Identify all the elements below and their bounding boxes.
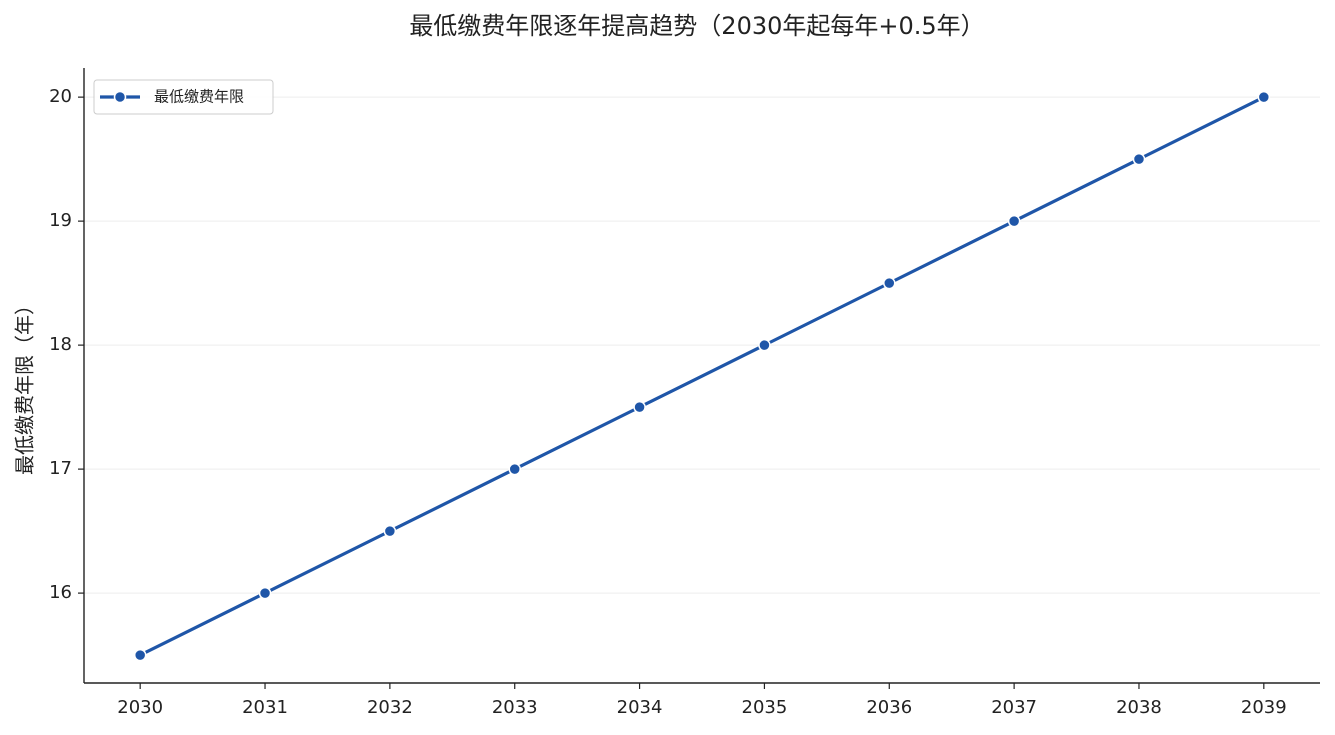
x-tick-label: 2038: [1116, 697, 1162, 718]
y-tick-label: 19: [49, 210, 72, 231]
data-point: [1257, 90, 1271, 104]
x-tick-label: 2030: [117, 697, 163, 718]
y-tick-label: 20: [49, 86, 72, 107]
data-point: [1132, 152, 1146, 166]
data-point: [758, 338, 771, 352]
data-point: [508, 462, 521, 476]
data-point: [258, 586, 272, 600]
y-axis-label: 最低缴费年限（年）: [13, 295, 37, 475]
x-tick-label: 2033: [492, 697, 538, 718]
data-point: [633, 400, 646, 414]
x-tick-label: 2031: [242, 697, 288, 718]
data-point: [133, 648, 147, 662]
legend-marker: [113, 90, 127, 104]
data-point: [383, 524, 397, 538]
x-tick-label: 2037: [991, 697, 1037, 718]
legend-box: [93, 79, 274, 115]
data-point: [1007, 214, 1021, 228]
data-point: [883, 276, 896, 290]
x-tick-label: 2036: [866, 697, 912, 718]
legend-label: 最低缴费年限: [154, 88, 244, 106]
chart-title: 最低缴费年限逐年提高趋势（2030年起每年+0.5年）: [409, 12, 984, 40]
x-tick-label: 2034: [617, 697, 663, 718]
y-tick-label: 17: [49, 458, 72, 479]
y-tick-label: 16: [49, 582, 72, 603]
x-tick-label: 2039: [1241, 697, 1287, 718]
x-tick-label: 2035: [742, 697, 788, 718]
y-tick-label: 18: [49, 334, 72, 355]
x-tick-label: 2032: [367, 697, 413, 718]
series-line: [139, 95, 1265, 657]
